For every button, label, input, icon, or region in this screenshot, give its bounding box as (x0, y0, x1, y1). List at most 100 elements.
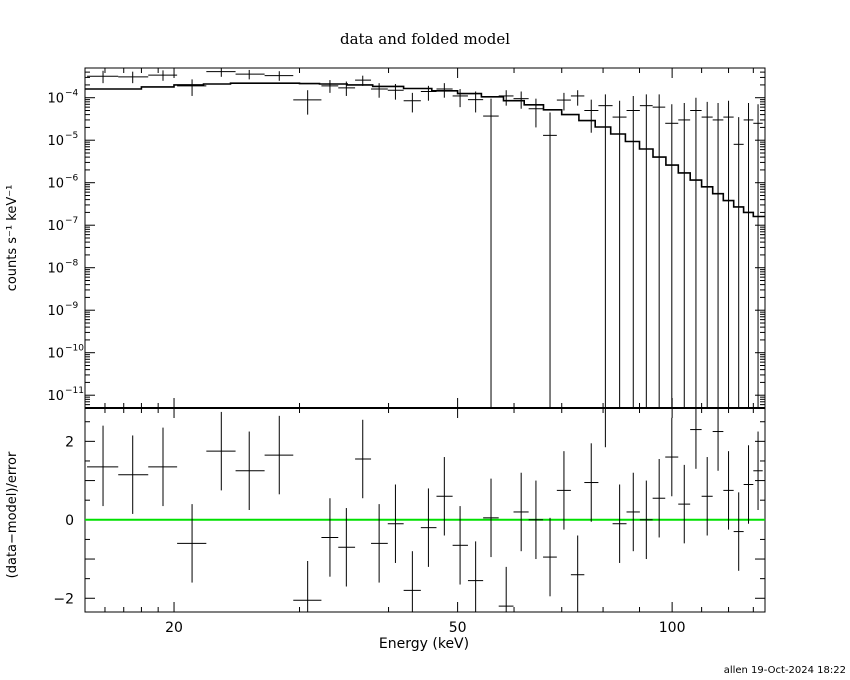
footer-stamp: allen 19-Oct-2024 18:22 (724, 665, 846, 676)
residual-point (293, 561, 322, 612)
residual-point (235, 431, 265, 510)
data-point (678, 103, 691, 408)
data-point (387, 84, 404, 100)
residual-point (513, 472, 529, 552)
y-tick-exponent: −7 (65, 216, 78, 226)
data-point (639, 94, 653, 408)
data-point (498, 90, 514, 106)
x-tick-label: 20 (165, 620, 183, 636)
y-tick-exponent: −9 (65, 301, 79, 311)
residual-point (387, 484, 404, 563)
x-tick-label: 50 (449, 620, 467, 636)
residual-point (436, 457, 453, 536)
data-point (148, 70, 178, 81)
residual-point (712, 408, 724, 471)
chart-title: data and folded model (340, 30, 510, 48)
residual-point (612, 484, 627, 563)
residual-point (678, 464, 691, 544)
residual-point (584, 443, 599, 522)
y-tick-label: 10 (47, 347, 64, 362)
data-point (371, 83, 388, 98)
residual-frame (84, 407, 766, 613)
data-point (570, 90, 585, 106)
residual-point (206, 411, 236, 491)
y-axis-label-residual: (data−model)/error (5, 451, 20, 578)
y-tick-label: 10 (47, 389, 64, 404)
data-point (87, 70, 119, 84)
data-point (612, 100, 627, 408)
residual-point (743, 445, 754, 524)
residual-point (403, 551, 421, 612)
residual-point (177, 504, 207, 583)
residual-point (626, 472, 640, 552)
residual-point (598, 407, 613, 448)
residual-point (355, 419, 372, 499)
data-point (723, 100, 734, 408)
y-tick-label: 10 (47, 177, 64, 192)
residual-point (701, 457, 713, 536)
y-tick-label: −2 (53, 591, 74, 607)
y-tick-exponent: −8 (65, 259, 79, 269)
residual-point (543, 517, 557, 597)
residual-point (528, 480, 544, 560)
residual-point (570, 535, 585, 612)
data-point (556, 92, 571, 111)
residual-point (639, 480, 653, 560)
data-point (584, 99, 599, 133)
y-tick-label: 0 (65, 513, 74, 529)
y-tick-label: 2 (65, 434, 74, 450)
residual-point (118, 435, 149, 514)
data-point (293, 90, 322, 115)
residual-point (87, 425, 119, 507)
y-tick-exponent: −5 (65, 131, 78, 141)
data-point (436, 83, 453, 98)
data-point (690, 97, 702, 408)
residual-point (483, 478, 499, 558)
data-point (743, 103, 754, 408)
y-axis-label-spectrum: counts s⁻¹ keV⁻¹ (5, 185, 20, 292)
data-point (118, 71, 149, 84)
residual-point (665, 417, 679, 497)
data-point (177, 79, 207, 96)
data-point (321, 80, 339, 93)
data-point (712, 103, 724, 408)
residual-point (753, 431, 763, 510)
residual-point (371, 504, 388, 583)
residual-point (556, 451, 571, 530)
data-point (355, 75, 372, 86)
data-point (665, 104, 679, 408)
data-point (338, 81, 356, 96)
data-point (403, 92, 421, 113)
y-tick-exponent: −4 (65, 89, 79, 99)
residual-point (452, 506, 468, 585)
residual-point (264, 415, 294, 495)
data-point (483, 98, 499, 408)
data-point (420, 85, 437, 101)
data-point (235, 69, 265, 80)
data-point (467, 91, 484, 113)
data-point (513, 91, 529, 109)
spectrum-frame (84, 67, 766, 409)
residual-point (723, 451, 734, 530)
x-tick-label: 100 (659, 620, 686, 636)
y-tick-label: 10 (47, 304, 64, 319)
residual-point (498, 566, 514, 612)
y-tick-exponent: −11 (65, 386, 84, 396)
y-tick-label: 10 (47, 134, 64, 149)
y-tick-label: 10 (47, 262, 64, 277)
y-tick-label: 10 (47, 92, 64, 107)
residual-point (652, 459, 666, 538)
residual-point (321, 498, 339, 577)
data-point (206, 68, 236, 77)
residual-point (467, 541, 484, 612)
data-point (598, 94, 613, 408)
x-axis-label: Energy (keV) (379, 636, 469, 652)
residual-point (338, 508, 356, 587)
residual-point (733, 492, 744, 571)
residual-point (148, 427, 178, 507)
residual-point (420, 488, 437, 567)
data-point (753, 104, 763, 408)
